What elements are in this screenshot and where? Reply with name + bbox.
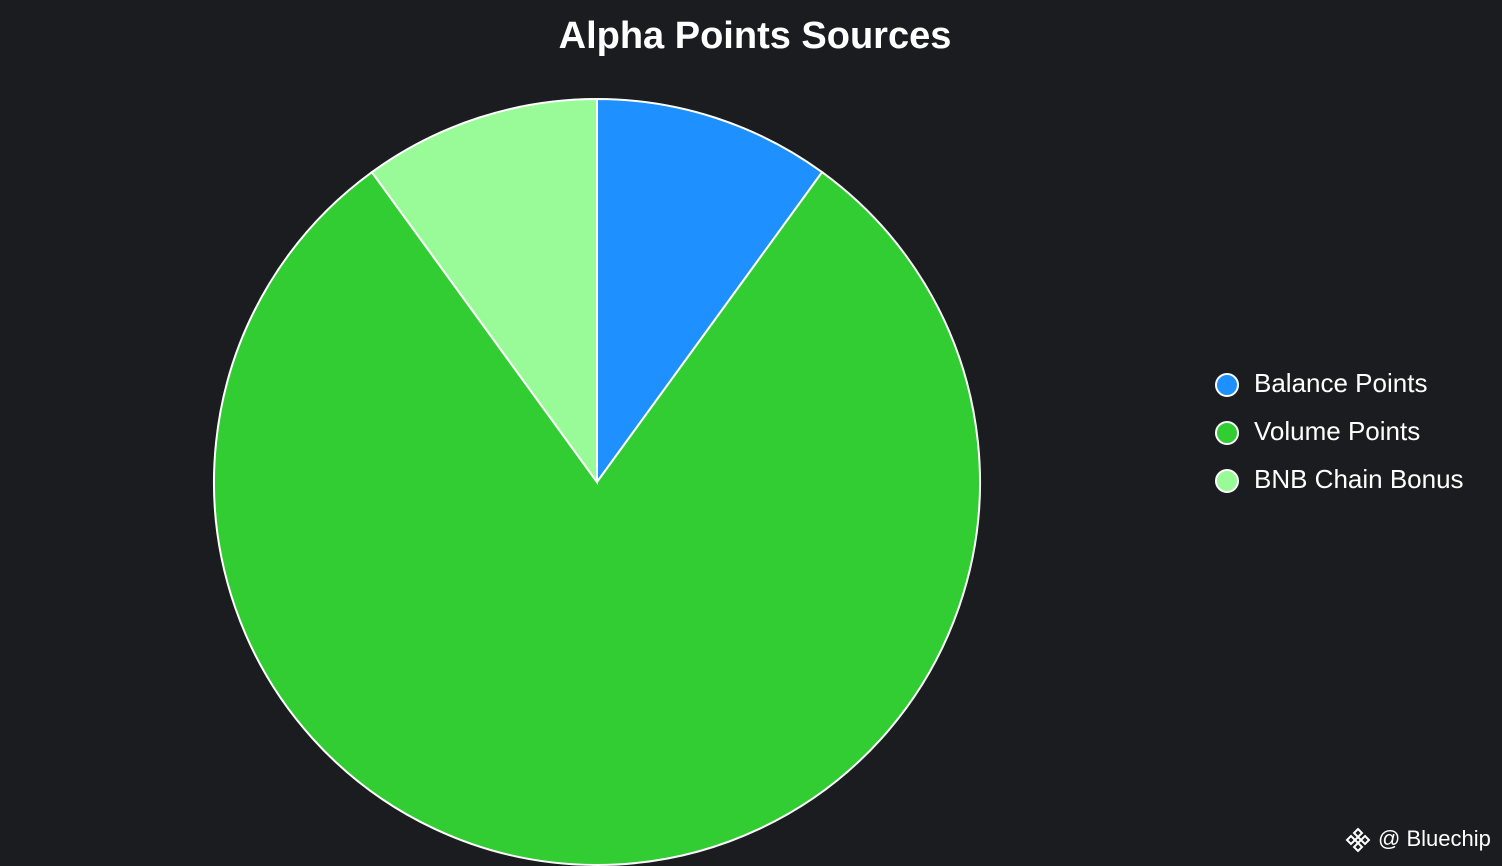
chart-title: Alpha Points Sources: [559, 15, 952, 57]
watermark-icon: [1345, 827, 1371, 853]
legend-marker: [1215, 469, 1239, 493]
pie-slice: [596, 97, 824, 486]
legend-label: BNB Chain Bonus: [1254, 464, 1464, 494]
pie-slice: [213, 170, 981, 866]
legend-marker: [1215, 373, 1239, 397]
legend-label: Balance Points: [1254, 368, 1427, 398]
pie-slice: [370, 97, 598, 486]
legend-label: Volume Points: [1254, 416, 1420, 446]
legend-marker: [1215, 421, 1239, 445]
watermark: @ Bluechip: [1378, 826, 1491, 851]
